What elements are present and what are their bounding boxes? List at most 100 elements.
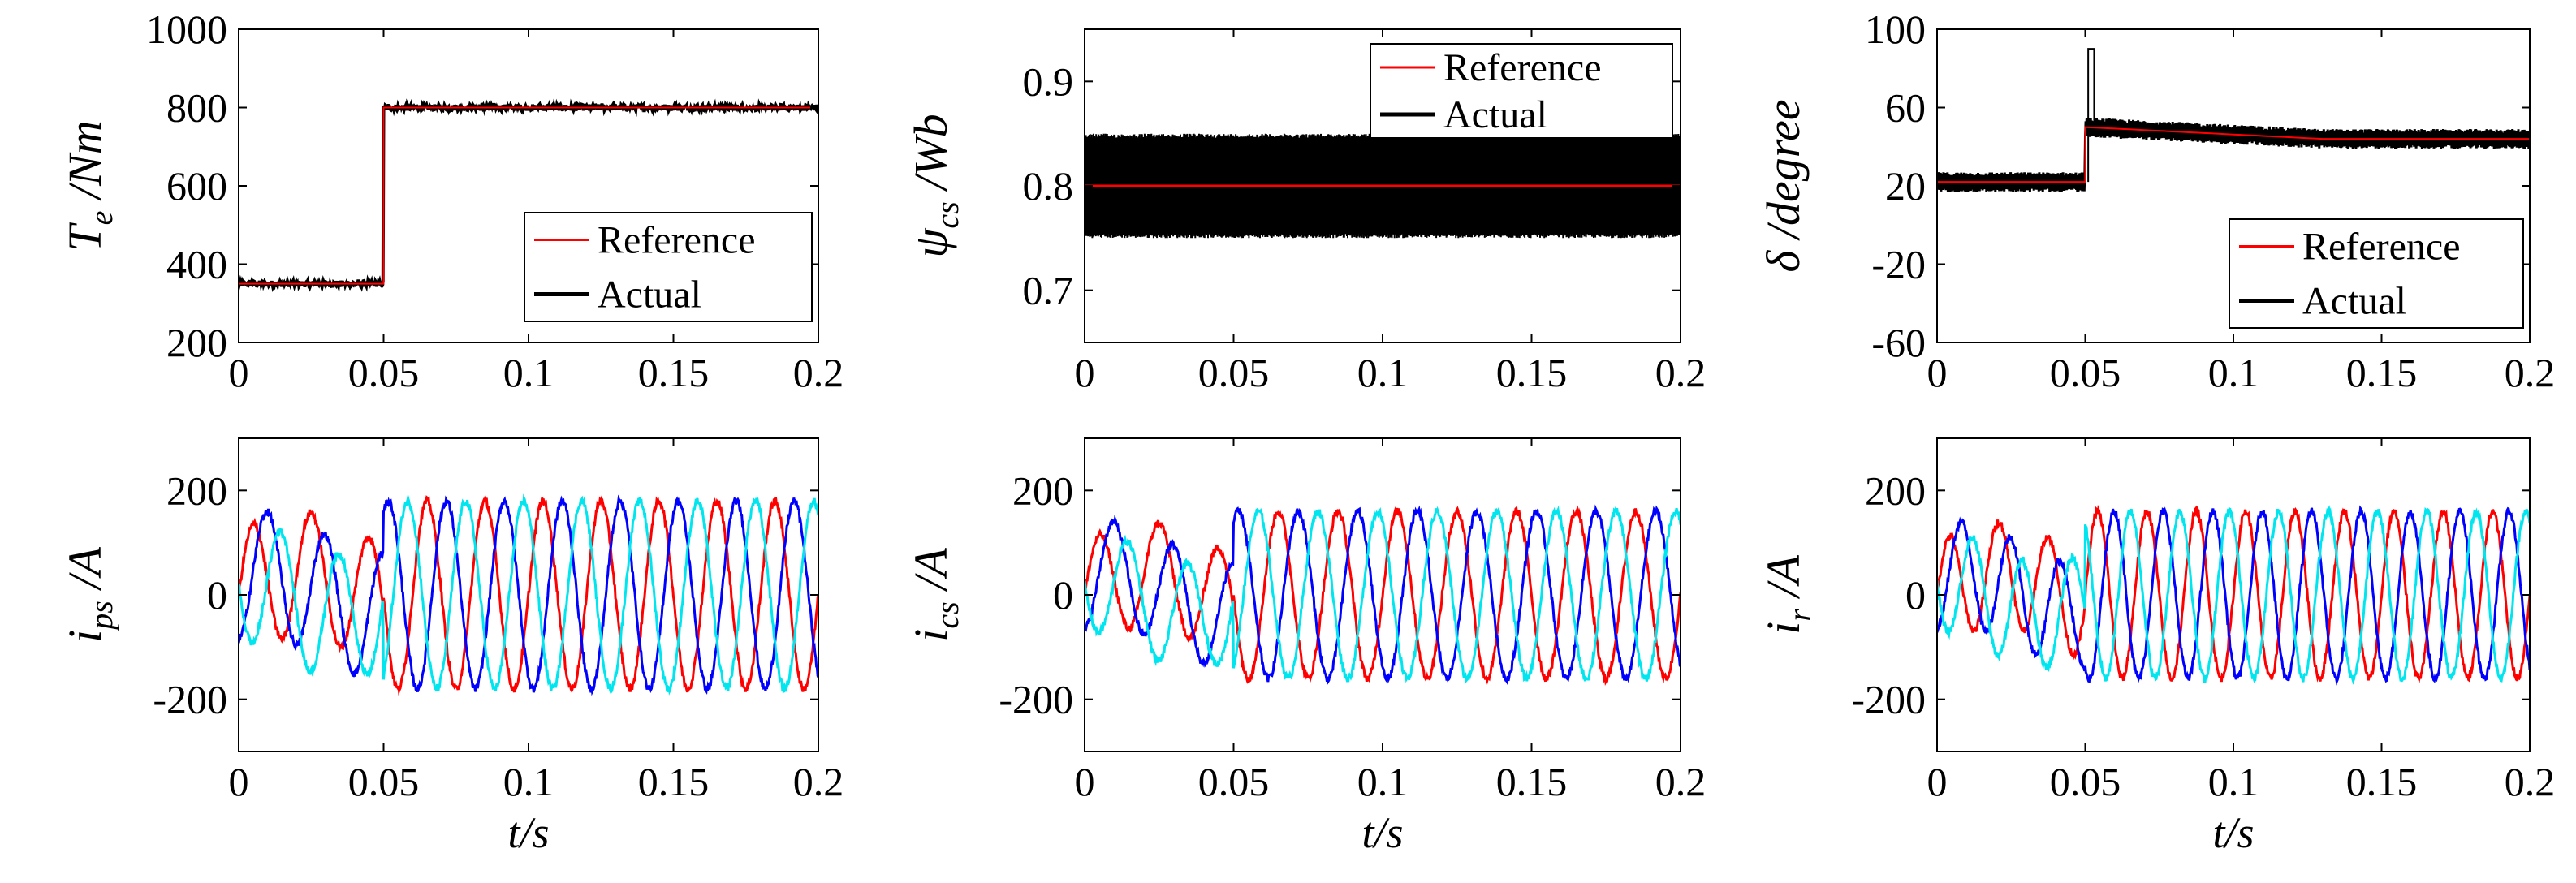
- y-tick-label: -200: [1851, 677, 1926, 722]
- y-tick-label: -20: [1871, 242, 1926, 287]
- y-tick-label: 200: [166, 320, 227, 365]
- x-tick-label: 0.1: [503, 350, 554, 395]
- x-tick-label: 0.15: [638, 759, 710, 804]
- y-label-subscript: cs: [929, 601, 965, 628]
- x-tick-label: 0.1: [1357, 350, 1409, 395]
- x-tick-label: 0.05: [348, 759, 420, 804]
- y-tick-label: 200: [166, 467, 227, 513]
- series-phase-3: [1085, 505, 1681, 684]
- x-axis-label: t/s: [2212, 808, 2254, 857]
- panel-top-right: 0 0.05 0.1 0.15 0.2 -60 -20 20 60 100 δ /degree Ref…: [1757, 6, 2555, 395]
- legend: Reference Actual: [524, 212, 813, 322]
- y-tick-label: 0.9: [1023, 58, 1074, 104]
- x-tick-label: 0.1: [503, 759, 554, 804]
- legend-entry-label: Reference: [2302, 226, 2461, 269]
- legend-entry-label: Reference: [1443, 46, 1602, 89]
- y-label-unit: /Wb: [904, 114, 957, 201]
- y-axis-label: ir /A: [1757, 555, 1818, 635]
- y-tick-label: -60: [1871, 320, 1926, 365]
- y-label-unit: /Nm: [58, 120, 111, 210]
- legend-entry-label: Actual: [2302, 280, 2406, 323]
- y-tick-label: 20: [1885, 163, 1926, 209]
- plot-area: [1937, 504, 2530, 686]
- x-axis-label: t/s: [1361, 808, 1403, 857]
- series-actual: [1937, 118, 2530, 192]
- series-phase-3: [1937, 505, 2530, 685]
- x-tick-label: 0: [1075, 350, 1095, 395]
- x-tick-label: 0.15: [2346, 350, 2418, 395]
- y-label-symbol: ψ: [904, 228, 957, 258]
- series-phase-2: [1937, 505, 2530, 686]
- y-tick-label: 400: [166, 242, 227, 287]
- y-tick-label: 0.7: [1023, 268, 1074, 313]
- series-phase-3: [239, 493, 818, 696]
- y-tick-label: 600: [166, 163, 227, 209]
- x-tick-label: 0.05: [2050, 350, 2121, 395]
- x-tick-label: 0: [229, 759, 249, 804]
- x-tick-label: 0.1: [2208, 350, 2259, 395]
- x-tick-label: 0.2: [793, 759, 844, 804]
- x-tick-label: 0: [229, 350, 249, 395]
- y-label-symbol: δ: [1757, 250, 1810, 273]
- y-tick-label: 0: [1053, 572, 1073, 618]
- y-axis-label: ics /A: [904, 548, 965, 642]
- x-tick-label: 0.15: [638, 350, 710, 395]
- legend-box: [524, 212, 813, 322]
- y-tick-label: 200: [1865, 467, 1926, 513]
- y-label-symbol: i: [1757, 622, 1810, 635]
- y-tick-label: 60: [1885, 85, 1926, 131]
- y-axis-label: Te /Nm: [58, 120, 119, 251]
- y-tick-label: 0.8: [1023, 163, 1074, 209]
- y-label-symbol: T: [58, 222, 111, 252]
- y-tick-label: 200: [1012, 467, 1073, 513]
- plot-area: [239, 98, 818, 293]
- series-phase-2: [1085, 504, 1681, 686]
- x-tick-label: 0.2: [2505, 350, 2556, 395]
- x-tick-label: 0: [1927, 350, 1948, 395]
- panel-top-left: 0 0.05 0.1 0.15 0.2 200 400 600 800 1000 Te /Nm Ref…: [58, 6, 844, 395]
- y-label-unit: /A: [58, 547, 111, 601]
- x-tick-label: 0.2: [1655, 759, 1707, 804]
- legend-entry-label: Actual: [1443, 93, 1547, 136]
- x-tick-label: 0.05: [1198, 350, 1270, 395]
- x-tick-label: 0: [1927, 759, 1948, 804]
- x-tick-label: 0.1: [2208, 759, 2259, 804]
- series-actual: [1085, 133, 1681, 239]
- plot-area: [1085, 504, 1681, 686]
- y-label-symbol: i: [58, 630, 111, 643]
- plot-area: [1085, 133, 1681, 239]
- y-label-subscript: ps: [83, 601, 119, 632]
- plot-area: [239, 493, 818, 696]
- x-tick-label: 0.15: [1496, 350, 1568, 395]
- series-reference-overlay: [1937, 126, 2530, 183]
- y-label-subscript: cs: [929, 201, 965, 228]
- series-phase-2: [239, 494, 818, 696]
- y-axis-label: ips /A: [58, 547, 119, 643]
- series-phase-1: [1937, 504, 2530, 684]
- series-phase-1: [1085, 505, 1681, 686]
- series-reference-overlay: [239, 106, 818, 285]
- legend-box: [2229, 218, 2524, 329]
- x-tick-label: 0.2: [1655, 350, 1707, 395]
- panel-top-middle: 0 0.05 0.1 0.15 0.2 0.7 0.8 0.9 ψcs /Wb Reference…: [904, 28, 1707, 395]
- y-label-unit: /A: [904, 548, 957, 602]
- y-axis-label: ψcs /Wb: [904, 114, 965, 257]
- y-tick-label: 0: [1905, 572, 1926, 618]
- y-axis-label: δ /degree: [1757, 99, 1810, 272]
- legend-entry-label: Reference: [598, 219, 756, 262]
- y-tick-label: 1000: [146, 6, 227, 52]
- x-tick-label: 0.05: [2050, 759, 2121, 804]
- y-label-subscript: r: [1781, 609, 1818, 622]
- series-phase-1: [239, 494, 818, 696]
- y-tick-label: 0: [207, 572, 227, 618]
- x-tick-label: 0.15: [2346, 759, 2418, 804]
- x-axis-label: t/s: [507, 808, 549, 857]
- y-label-unit: /degree: [1757, 99, 1810, 250]
- y-tick-label: -200: [999, 677, 1073, 722]
- y-tick-label: 100: [1865, 6, 1926, 52]
- legend-entry-label: Actual: [598, 274, 701, 317]
- x-tick-label: 0.15: [1496, 759, 1568, 804]
